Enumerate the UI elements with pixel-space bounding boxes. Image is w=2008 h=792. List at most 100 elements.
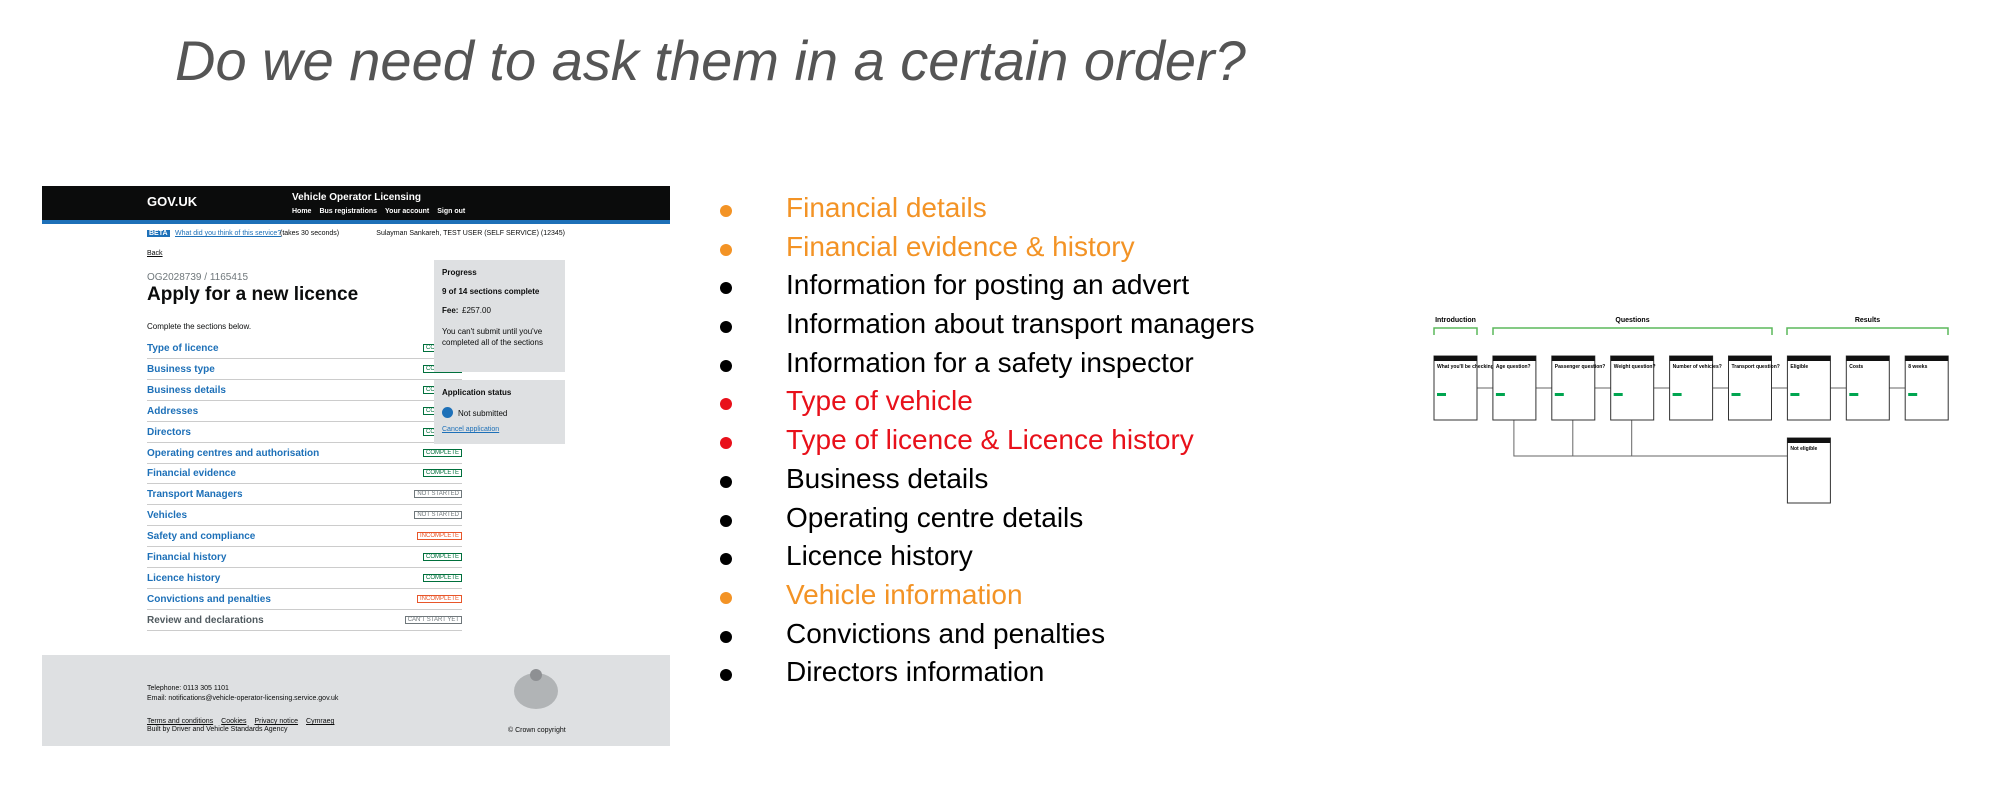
footer-link[interactable]: Cookies	[221, 718, 247, 725]
list-text: Information about transport managers	[786, 308, 1255, 340]
progress-count: 9 of 14 sections complete	[442, 287, 540, 296]
section-row: Safety and compliance INCOMPLETE	[147, 526, 462, 548]
list-text: Financial details	[786, 192, 987, 223]
crest	[514, 669, 558, 709]
footer-link[interactable]: Terms and conditions	[147, 718, 214, 725]
button	[1672, 393, 1682, 396]
list-text: Type of vehicle	[786, 385, 973, 417]
section-link[interactable]: Convictions and penalties	[147, 593, 271, 605]
node-label: Not eligible	[1790, 446, 1817, 452]
section-link[interactable]: Safety and compliance	[147, 531, 256, 543]
section-status: NOT STARTED	[414, 490, 462, 499]
group-label: Results	[1855, 317, 1880, 324]
section-status: COMPLETE	[422, 553, 462, 561]
section-row: Financial history COMPLETE	[147, 547, 462, 568]
nav-link[interactable]: Sign out	[437, 208, 466, 215]
section-status: NOT STARTED	[414, 511, 462, 520]
screen-header	[1551, 356, 1595, 361]
section-link[interactable]: Operating centres and authorisation	[147, 447, 320, 459]
section-row: Transport Managers NOT STARTED	[147, 484, 462, 506]
bullet	[720, 591, 732, 604]
nav: Home Bus registrations Your account Sign ou…	[292, 206, 473, 215]
section-status: COMPLETE	[422, 448, 462, 457]
button	[1731, 393, 1741, 396]
node-label: Passenger question?	[1555, 364, 1606, 370]
list-text: Business details	[786, 462, 989, 494]
screen-header	[1610, 356, 1654, 361]
bullet	[720, 205, 732, 217]
button	[1908, 393, 1918, 396]
node-label: Age question?	[1496, 364, 1531, 370]
section-link[interactable]: Licence history	[147, 572, 221, 584]
section-link[interactable]: Vehicles	[147, 510, 188, 522]
button	[1437, 393, 1446, 396]
node-label: Eligible	[1790, 364, 1808, 370]
group-bracket	[1492, 327, 1773, 335]
footer-link[interactable]: Cymraeg	[306, 718, 335, 725]
section-row: Vehicles NOT STARTED	[147, 505, 462, 527]
built-by: Built by Driver and Vehicle Standards Ag…	[147, 726, 288, 733]
nav-link[interactable]: Bus registrations	[319, 208, 378, 215]
node-label: Transport question?	[1732, 364, 1780, 370]
group-label: Questions	[1615, 317, 1649, 324]
section-row: Business detailsCOMPLETE	[147, 380, 462, 401]
screen-node	[1786, 437, 1831, 504]
progress-note: You can't submit until you've completed …	[442, 327, 543, 347]
section-status: INCOMPLETE	[416, 594, 462, 603]
screen-header	[1905, 356, 1949, 361]
section-link[interactable]: Financial history	[147, 552, 227, 563]
list-text: Licence history	[786, 540, 973, 572]
section-link[interactable]: Business details	[147, 384, 226, 396]
section-row: Review and declarations CAN'T START YET	[147, 610, 462, 631]
section-link[interactable]: Financial evidence	[147, 468, 236, 480]
footer-link[interactable]: Privacy notice	[254, 718, 299, 725]
screen-header	[1669, 356, 1713, 361]
fee-label: Fee:	[442, 306, 459, 315]
bullet	[720, 475, 732, 488]
cancel-link[interactable]: Cancel application	[442, 426, 500, 433]
section-link[interactable]: Addresses	[147, 405, 199, 417]
list-text: Information for posting an advert	[786, 269, 1190, 301]
section-row: Licence history COMPLETE	[147, 568, 462, 589]
list-text: Type of licence & Licence history	[786, 424, 1194, 456]
section-status: COMPLETE	[422, 573, 462, 582]
bullet	[720, 669, 732, 682]
list-text: Convictions and penalties	[786, 617, 1106, 649]
screen-node	[1845, 355, 1890, 421]
section-link[interactable]: Business type	[147, 363, 215, 375]
progress-title: Progress	[442, 268, 477, 277]
feedback-link[interactable]: What did you think of this service?	[175, 230, 282, 237]
user: Sulayman Sankareh, TEST USER (SELF SERVI…	[376, 230, 565, 237]
screen-header	[1728, 356, 1772, 361]
button	[1495, 393, 1505, 396]
back-link[interactable]: Back	[147, 250, 163, 257]
footer: Telephone: 0113 305 1101 Email: notifica…	[42, 655, 670, 746]
screen-node	[1610, 355, 1655, 421]
screen-node	[1551, 355, 1596, 421]
nav-link[interactable]: Your account	[385, 208, 430, 215]
list-text: Directors information	[786, 656, 1045, 688]
status-box: Application status Not submitted Cancel …	[434, 380, 565, 444]
screen-node	[1728, 355, 1772, 421]
nav-link[interactable]: Home	[292, 208, 312, 215]
fee: £257.00	[462, 306, 491, 315]
bullet	[720, 359, 732, 372]
beta-tag: BETA	[147, 230, 170, 237]
reference: OG2028739 / 1165415	[147, 272, 249, 283]
section-link[interactable]: Type of licence	[147, 343, 219, 354]
bullet	[720, 437, 732, 450]
bullet	[720, 630, 732, 643]
button	[1790, 393, 1800, 396]
screen-header	[1492, 356, 1536, 361]
copyright: © Crown copyright	[508, 727, 566, 734]
logo: GOV.UK	[147, 194, 198, 209]
section-link[interactable]: Directors	[147, 426, 191, 438]
status-value: Not submitted	[458, 409, 508, 418]
page-heading: Apply for a new licence	[147, 284, 359, 305]
button	[1554, 393, 1564, 396]
button	[1849, 393, 1859, 396]
email: Email: notifications@vehicle-operator-li…	[147, 695, 339, 702]
section-link[interactable]: Transport Managers	[147, 489, 243, 501]
